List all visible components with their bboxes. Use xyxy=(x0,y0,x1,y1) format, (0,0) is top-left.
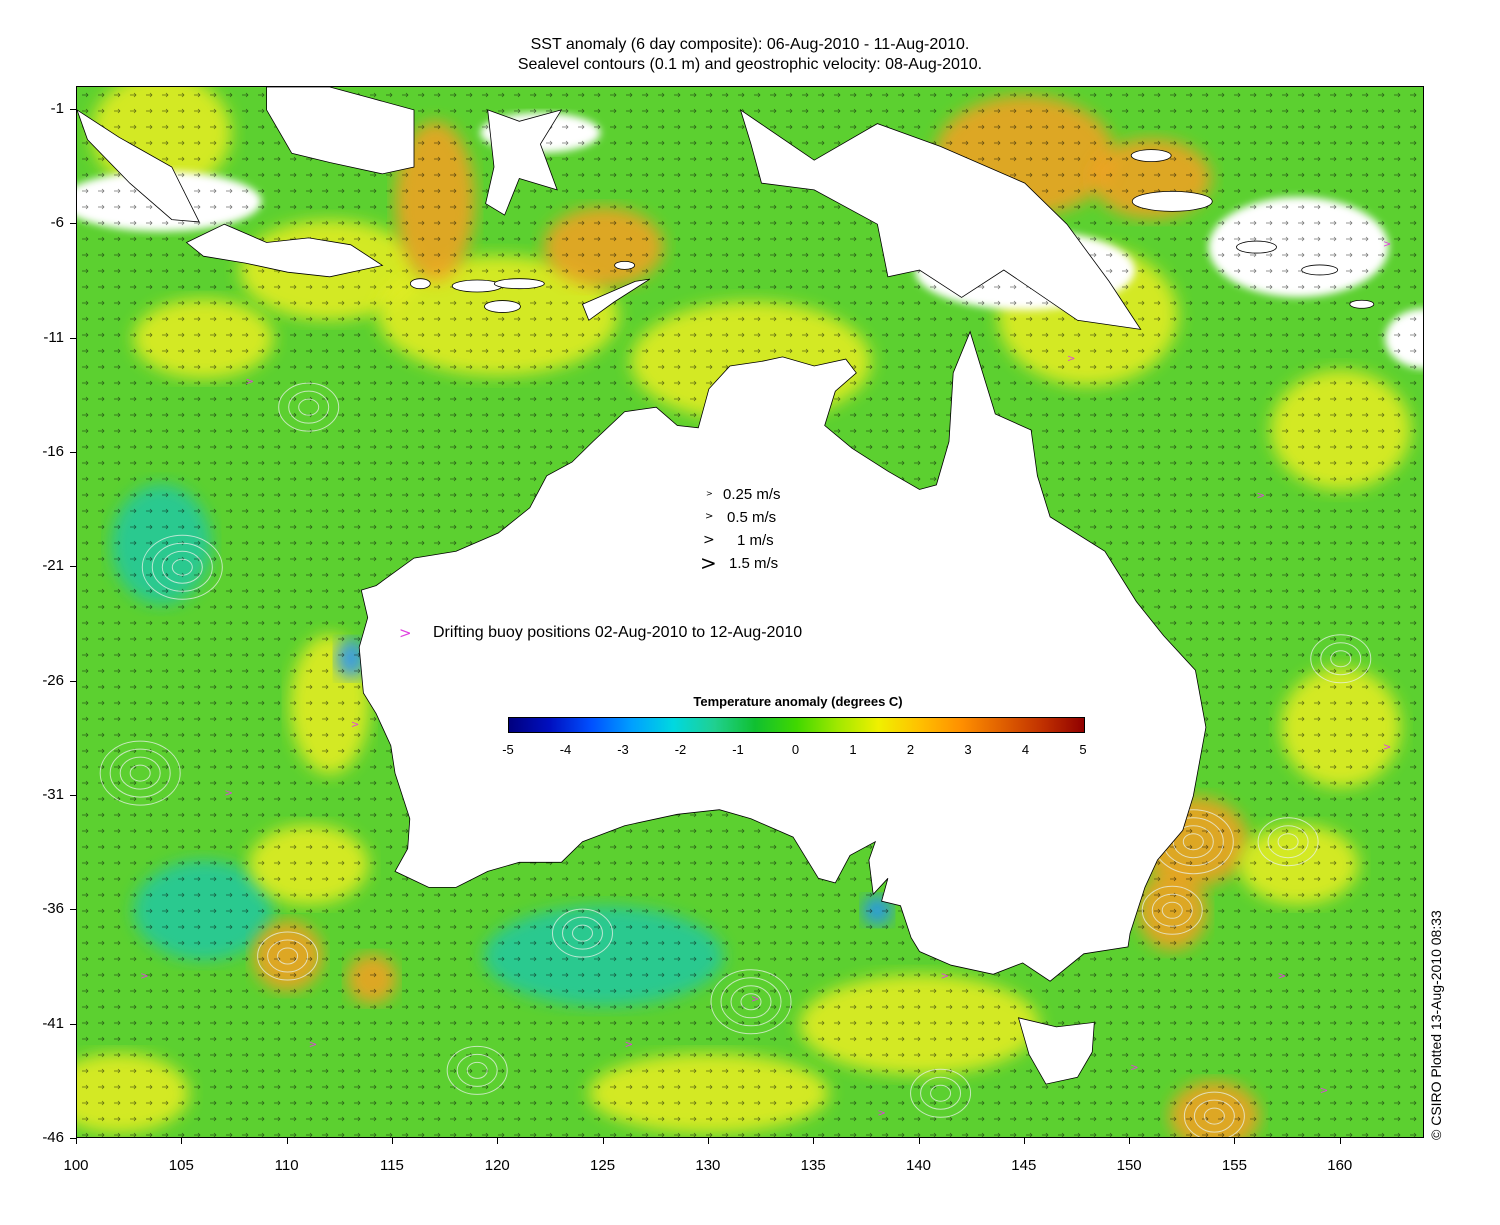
velocity-legend-label: 0.25 m/s xyxy=(723,486,781,503)
sealevel-contours xyxy=(99,382,1372,1137)
y-tick-mark xyxy=(70,794,76,796)
colorbar-tick-label: -5 xyxy=(502,742,514,757)
y-tick-label: -31 xyxy=(42,785,64,803)
x-tick-mark xyxy=(1234,1138,1236,1144)
x-tick-label: 115 xyxy=(379,1157,404,1174)
buoy-marker: > xyxy=(1383,239,1391,250)
x-tick-label: 125 xyxy=(590,1157,616,1174)
x-tick-label: 105 xyxy=(168,1157,194,1174)
x-tick-mark xyxy=(497,1138,499,1144)
buoy-legend-label: Drifting buoy positions 02-Aug-2010 to 1… xyxy=(433,624,803,641)
colorbar-tick-label: 5 xyxy=(1079,742,1087,757)
y-tick-label: -36 xyxy=(42,900,64,918)
y-tick-mark xyxy=(70,680,76,682)
x-tick-label: 100 xyxy=(63,1157,89,1174)
y-tick-label: -16 xyxy=(42,442,64,460)
colorbar-tick-label: -4 xyxy=(559,742,572,757)
colorbar-tick-label: 1 xyxy=(849,742,857,757)
colorbar-tick-label: -1 xyxy=(732,742,744,757)
x-tick-mark xyxy=(918,1138,920,1144)
x-tick-label: 160 xyxy=(1327,1157,1353,1174)
velocity-legend-label: 1.5 m/s xyxy=(729,555,779,572)
buoy-marker: > xyxy=(625,1040,633,1051)
map-panel[interactable]: > > > > > > > > > > > > > > > > xyxy=(76,86,1424,1138)
x-tick-mark xyxy=(707,1138,709,1144)
buoy-marker: > xyxy=(351,719,359,730)
y-tick-label: -6 xyxy=(50,214,64,232)
y-tick-label: -11 xyxy=(43,328,64,346)
buoy-marker: > xyxy=(751,994,759,1005)
y-tick-mark xyxy=(70,909,76,911)
colorbar-title: Temperature anomaly (degrees C) xyxy=(693,694,903,709)
colorbar-tick-label: 0 xyxy=(791,742,800,757)
x-tick-label: 120 xyxy=(484,1157,510,1174)
y-tick-label: -1 xyxy=(50,99,64,117)
x-tick-mark xyxy=(391,1138,393,1144)
colorbar-tick-label: 4 xyxy=(1021,742,1030,757)
x-tick-mark xyxy=(813,1138,815,1144)
buoy-marker: > xyxy=(1130,1062,1138,1073)
x-tick-mark xyxy=(1339,1138,1341,1144)
buoy-marker-icon: > xyxy=(399,624,412,642)
x-tick-label: 135 xyxy=(800,1157,826,1174)
x-tick-mark xyxy=(181,1138,183,1144)
buoy-marker: > xyxy=(877,1108,885,1119)
x-tick-label: 155 xyxy=(1221,1157,1247,1174)
colorbar-tick-label: 3 xyxy=(964,742,972,757)
land xyxy=(77,87,1375,1085)
y-tick-label: -26 xyxy=(42,671,64,689)
y-tick-mark xyxy=(70,1138,76,1139)
colorbar-tick-label: -2 xyxy=(674,742,687,757)
velocity-legend-label: 0.5 m/s xyxy=(727,509,777,526)
buoy-marker: > xyxy=(1067,353,1075,364)
y-tick-mark xyxy=(70,566,76,568)
y-tick-mark xyxy=(70,1023,76,1025)
buoy-marker: > xyxy=(1278,971,1286,982)
y-tick-mark xyxy=(70,223,76,225)
x-tick-label: 110 xyxy=(274,1157,299,1174)
buoy-marker: > xyxy=(1257,491,1265,502)
colorbar xyxy=(508,717,1085,733)
x-tick-label: 150 xyxy=(1116,1157,1142,1174)
buoy-marker: > xyxy=(246,376,254,387)
y-tick-label: -46 xyxy=(42,1129,64,1146)
x-tick-label: 140 xyxy=(905,1157,932,1174)
x-tick-mark xyxy=(1129,1138,1131,1144)
buoy-marker: > xyxy=(1383,742,1391,753)
y-tick-label: -41 xyxy=(42,1014,64,1032)
buoy-marker: > xyxy=(941,971,949,982)
velocity-arrow-icon: > xyxy=(700,551,717,575)
sst-anomaly-map: > > > > > > > > > > > > > > > > xyxy=(77,87,1423,1137)
y-tick-label: -21 xyxy=(42,557,64,575)
x-tick-mark xyxy=(1023,1138,1025,1144)
buoy-marker: > xyxy=(1320,1085,1328,1096)
x-tick-mark xyxy=(76,1138,77,1144)
buoy-markers: > > > > > > > > > > > > > > > > xyxy=(140,239,1391,1119)
x-tick-label: 130 xyxy=(695,1157,721,1174)
buoy-marker: > xyxy=(224,788,232,799)
y-tick-mark xyxy=(70,451,76,453)
buoy-marker: > xyxy=(309,1040,317,1051)
velocity-arrow-icon: > xyxy=(706,489,713,499)
velocity-arrow-icon: > xyxy=(703,531,715,548)
x-tick-label: 145 xyxy=(1011,1157,1037,1174)
title-line-1: SST anomaly (6 day composite): 06-Aug-20… xyxy=(530,36,970,53)
y-tick-mark xyxy=(70,337,76,339)
y-tick-mark xyxy=(70,108,76,110)
title-line-2: Sealevel contours (0.1 m) and geostrophi… xyxy=(517,56,983,73)
colorbar-tick-label: 2 xyxy=(906,742,915,757)
velocity-arrow-icon: > xyxy=(705,511,714,522)
copyright-text: © CSIRO Plotted 13-Aug-2010 08:33 xyxy=(1428,910,1444,1140)
velocity-legend-label: 1 m/s xyxy=(737,532,774,549)
colorbar-tick-label: -3 xyxy=(617,742,629,757)
x-tick-mark xyxy=(602,1138,604,1144)
x-tick-mark xyxy=(286,1138,288,1144)
buoy-marker: > xyxy=(140,971,148,982)
